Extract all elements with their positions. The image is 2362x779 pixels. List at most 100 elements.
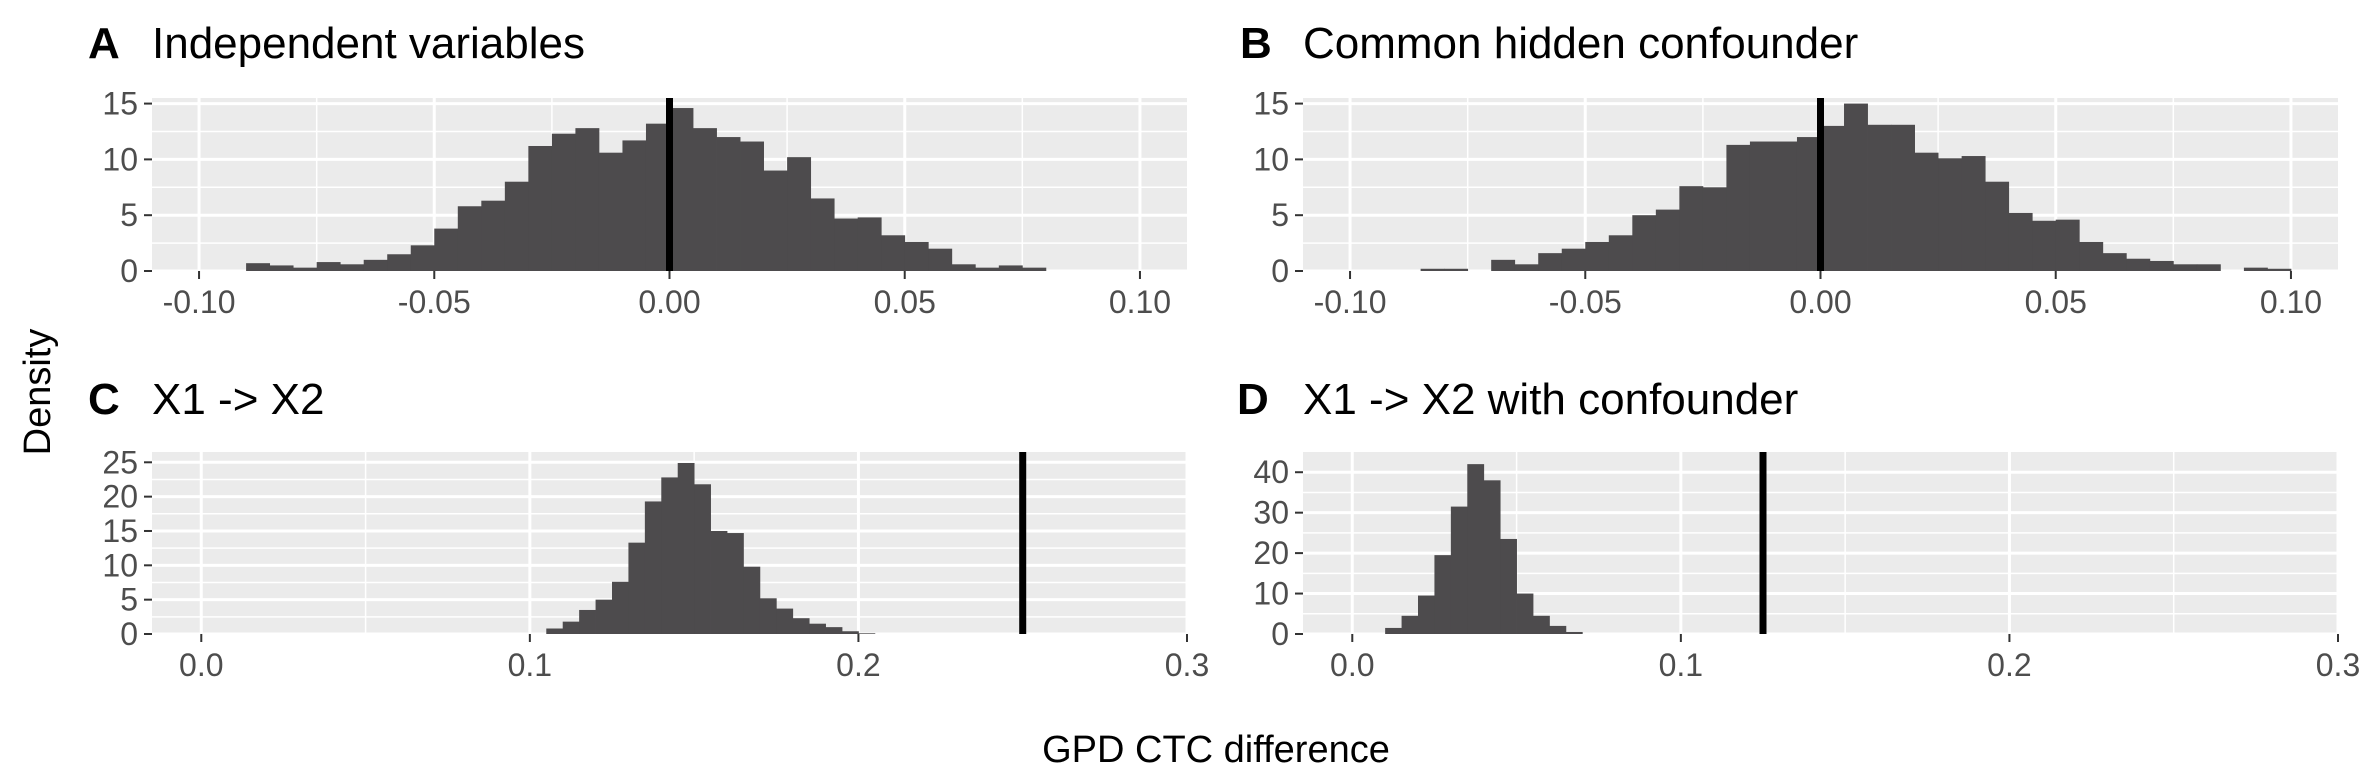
histogram-bar [1385,627,1402,634]
panel-d-bars [1385,464,1583,634]
histogram-bar [612,581,629,634]
y-tick-label: 25 [102,444,138,480]
y-tick-label: 0 [1271,253,1289,289]
x-tick-label: 0.00 [638,284,700,320]
y-tick-label: 30 [1253,495,1289,531]
histogram-bar [269,265,294,271]
panel-a-x-axis: -0.10 -0.05 0.00 0.05 0.10 [163,271,1171,320]
x-tick-label: 0.1 [1659,647,1703,683]
panel-d: D X1 -> X2 with confounder 0 10 20 30 40 0.0… [1237,375,2360,683]
panel-d-tag: D [1237,375,1269,424]
histogram-bar [881,235,906,271]
histogram-bar [457,206,482,271]
histogram-bar [763,170,788,271]
panel-a-y-axis: 0 5 10 15 [102,86,152,289]
x-tick-label: 0.2 [1987,647,2031,683]
histogram-bar [2032,220,2057,271]
histogram-bar [858,633,876,634]
histogram-bar [2149,260,2174,271]
histogram-bar [693,128,717,271]
histogram-bar [1450,506,1468,634]
panel-c-bars [546,462,876,634]
y-tick-label: 20 [102,479,138,515]
x-tick-label: 0.10 [1109,284,1171,320]
histogram-bar [1914,152,1939,271]
histogram-bar [546,628,564,634]
histogram-bar [410,245,435,271]
histogram-bar [1434,555,1452,634]
histogram-bar [1726,144,1751,271]
panel-b-y-axis: 0 5 10 15 [1253,86,1303,289]
histogram-bar [716,137,741,271]
histogram-bar [1632,215,1657,271]
y-tick-label: 5 [120,197,138,233]
histogram-bar [1938,158,1963,271]
histogram-bar [842,631,859,634]
x-tick-label: 0.3 [2316,647,2360,683]
histogram-bar [481,200,506,271]
histogram-bar [787,157,812,271]
histogram-bar [1444,268,1469,271]
histogram-bar [810,198,835,271]
x-tick-label: 0.2 [836,647,880,683]
histogram-bar [998,265,1023,271]
histogram-bar [2173,264,2198,271]
panel-a-bars [246,108,1047,272]
histogram-bar [434,228,459,271]
histogram-bar [595,599,613,634]
histogram-bar [759,598,777,634]
histogram-bar [1844,103,1868,271]
histogram-bar [2196,264,2221,271]
histogram-bar [727,533,744,634]
x-tick-label: 0.05 [2025,284,2087,320]
histogram-bar [1585,241,1610,271]
histogram-bar [1561,248,1586,271]
histogram-bar [857,217,882,271]
histogram-bar [1961,156,1986,271]
histogram-bar [644,501,662,634]
y-tick-label: 10 [102,547,138,583]
histogram-bar [2243,267,2268,271]
histogram-bar [2126,258,2151,271]
histogram-bar [293,267,318,271]
histogram-bar [1516,593,1534,634]
x-tick-label: 0.0 [1330,647,1374,683]
histogram-bar [904,241,929,271]
histogram-bar [2102,253,2127,271]
histogram-bar [1655,209,1680,271]
histogram-bar [1565,631,1583,634]
histogram-bar [2079,241,2104,271]
histogram-bar [951,264,976,271]
histogram-bar [1022,267,1047,271]
x-tick-label: -0.05 [398,284,471,320]
histogram-bar [645,123,670,272]
y-tick-label: 0 [120,616,138,652]
y-tick-label: 5 [120,582,138,618]
histogram-bar [1679,186,1704,271]
histogram-bar [1985,181,2010,271]
histogram-bar [1418,595,1435,634]
histogram-bar [622,140,647,271]
y-tick-label: 15 [102,513,138,549]
histogram-bar [1891,124,1915,271]
histogram-bar [528,145,553,271]
histogram-bar [677,462,695,634]
histogram-bar [792,618,810,634]
histogram-bar [1483,480,1501,634]
histogram-bar [1491,259,1516,271]
histogram-bar [2267,268,2292,271]
histogram-bar [340,264,365,271]
histogram-bar [1467,464,1485,634]
panel-a-tag: A [88,19,120,68]
panel-d-title: X1 -> X2 with confounder [1303,375,1798,424]
x-axis-title: GPD CTC difference [1042,729,1390,771]
y-tick-label: 10 [1253,141,1289,177]
histogram-bar [1773,141,1798,271]
y-tick-label: 0 [1271,616,1289,652]
histogram-bar [1702,187,1727,271]
x-tick-label: 0.1 [508,647,552,683]
histogram-bar [710,530,728,634]
histogram-bar [2055,219,2080,271]
y-tick-label: 10 [102,141,138,177]
